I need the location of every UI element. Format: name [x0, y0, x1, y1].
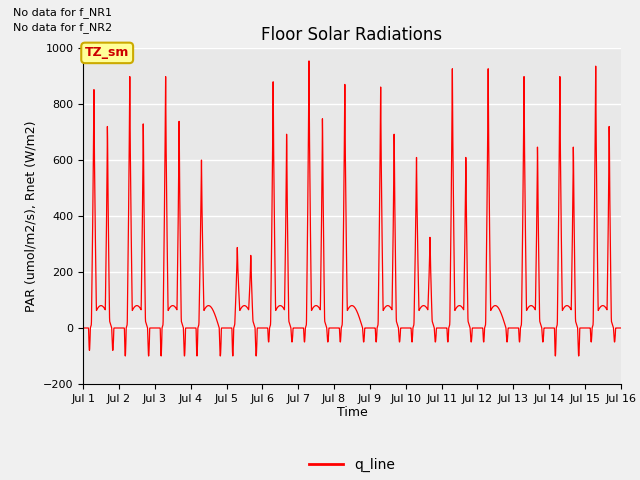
Text: TZ_sm: TZ_sm — [85, 47, 129, 60]
Y-axis label: PAR (umol/m2/s), Rnet (W/m2): PAR (umol/m2/s), Rnet (W/m2) — [24, 120, 37, 312]
Text: No data for f_NR1: No data for f_NR1 — [13, 7, 112, 18]
X-axis label: Time: Time — [337, 407, 367, 420]
Legend: q_line: q_line — [303, 453, 401, 478]
Text: No data for f_NR2: No data for f_NR2 — [13, 22, 112, 33]
Title: Floor Solar Radiations: Floor Solar Radiations — [261, 25, 443, 44]
